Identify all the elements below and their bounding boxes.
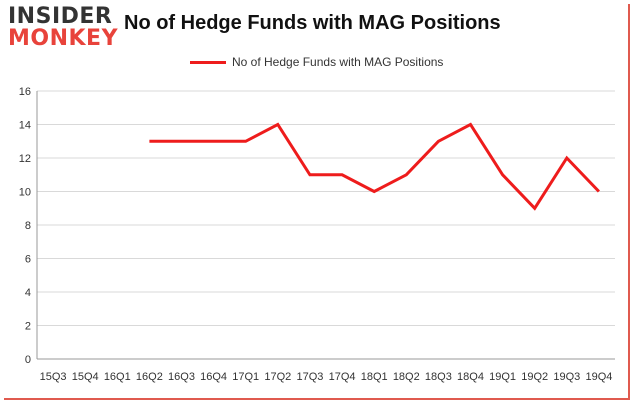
- data-point: [341, 173, 344, 176]
- logo-text-top: INSIDER: [8, 4, 113, 29]
- x-tick-label: 17Q4: [329, 371, 356, 383]
- data-point: [565, 157, 568, 160]
- data-point: [405, 173, 408, 176]
- y-tick-label: 2: [25, 321, 31, 333]
- data-point: [533, 207, 536, 210]
- y-tick-label: 8: [25, 220, 31, 232]
- data-point: [212, 140, 215, 143]
- series-line: [149, 122, 600, 211]
- x-tick-label: 16Q2: [136, 371, 163, 383]
- chart-legend: No of Hedge Funds with MAG Positions: [190, 54, 443, 70]
- x-tick-label: 17Q2: [264, 371, 291, 383]
- chart-title: No of Hedge Funds with MAG Positions: [124, 12, 501, 34]
- x-tick-label: 19Q1: [489, 371, 516, 383]
- y-tick-label: 16: [19, 86, 31, 98]
- x-tick-label: 15Q4: [72, 371, 99, 383]
- y-tick-label: 4: [25, 287, 31, 299]
- x-tick-label: 19Q4: [585, 371, 612, 383]
- x-tick-label: 16Q4: [200, 371, 227, 383]
- y-tick-label: 0: [25, 354, 31, 366]
- x-tick-label: 16Q1: [104, 371, 131, 383]
- legend-label: No of Hedge Funds with MAG Positions: [232, 55, 444, 69]
- x-tick-label: 17Q3: [296, 371, 323, 383]
- data-point: [373, 190, 376, 193]
- y-tick-label: 10: [19, 187, 31, 199]
- x-tick-label: 18Q1: [361, 371, 388, 383]
- legend-swatch-line: [190, 60, 226, 64]
- data-point: [148, 140, 151, 143]
- x-tick-label: 17Q1: [232, 371, 259, 383]
- y-tick-label: 6: [25, 254, 31, 266]
- logo-text-bottom: MONKEY: [8, 26, 119, 51]
- data-point: [276, 123, 279, 126]
- x-tick-label: 16Q3: [168, 371, 195, 383]
- data-point: [308, 173, 311, 176]
- insider-monkey-logo: INSIDER MONKEY: [8, 4, 119, 51]
- x-tick-label: 19Q3: [553, 371, 580, 383]
- data-point: [597, 190, 600, 193]
- data-point: [180, 140, 183, 143]
- data-point: [244, 140, 247, 143]
- x-tick-label: 18Q2: [393, 371, 420, 383]
- data-point: [437, 140, 440, 143]
- data-point: [469, 123, 472, 126]
- y-tick-label: 12: [19, 153, 31, 165]
- x-tick-label: 18Q3: [425, 371, 452, 383]
- y-tick-label: 14: [19, 120, 31, 132]
- x-tick-label: 19Q2: [521, 371, 548, 383]
- data-point: [501, 173, 504, 176]
- x-tick-label: 15Q3: [40, 371, 67, 383]
- x-tick-label: 18Q4: [457, 371, 484, 383]
